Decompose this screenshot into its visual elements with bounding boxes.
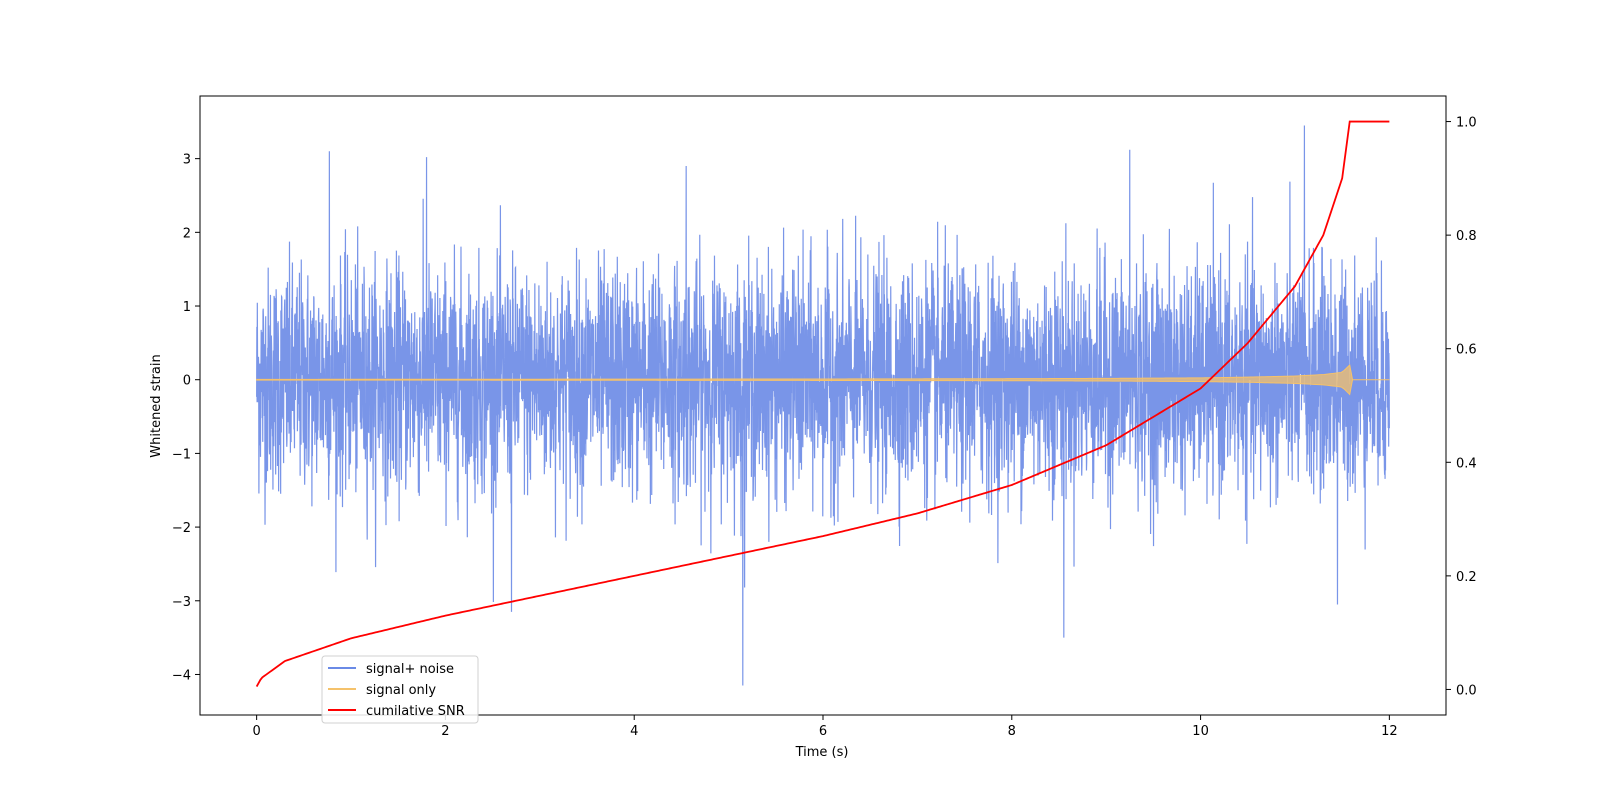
legend-label-snr: cumilative SNR xyxy=(366,704,465,719)
y2-tick-label-2: 0.4 xyxy=(1456,456,1477,471)
y2-tick-label-3: 0.6 xyxy=(1456,343,1477,358)
noise-layer xyxy=(256,125,1390,686)
x-tick-label-4: 8 xyxy=(1008,724,1016,739)
x-tick-label-6: 12 xyxy=(1381,724,1398,739)
y-tick-label-6: 2 xyxy=(183,226,191,241)
y-tick-label-1: −3 xyxy=(172,595,191,610)
snr-layer xyxy=(255,120,1390,688)
y-tick-label-5: 1 xyxy=(183,300,191,315)
x-axis-label: Time (s) xyxy=(795,745,849,760)
y-ticks: −4 −3 −2 −1 0 1 2 3 xyxy=(172,153,200,683)
y-tick-label-2: −2 xyxy=(172,521,191,536)
series-signal-only xyxy=(256,363,1390,396)
series-signal-noise xyxy=(256,125,1390,686)
series-cumilative-snr xyxy=(255,120,1390,688)
y2-ticks: 0.0 0.2 0.4 0.6 0.8 1.0 xyxy=(1446,116,1477,698)
legend-label-signal: signal only xyxy=(366,683,436,698)
x-tick-label-2: 4 xyxy=(630,724,638,739)
y2-tick-label-1: 0.2 xyxy=(1456,570,1477,585)
x-tick-label-1: 2 xyxy=(441,724,449,739)
x-tick-label-0: 0 xyxy=(252,724,260,739)
y-tick-label-4: 0 xyxy=(183,374,191,389)
y2-tick-label-5: 1.0 xyxy=(1456,116,1477,131)
y2-tick-label-0: 0.0 xyxy=(1456,683,1477,698)
legend-box xyxy=(321,655,479,724)
x-tick-label-3: 6 xyxy=(819,724,827,739)
signal-layer xyxy=(256,363,1390,396)
legend-label-noise: signal+ noise xyxy=(366,662,454,677)
x-tick-label-5: 10 xyxy=(1192,724,1209,739)
y-tick-label-3: −1 xyxy=(172,447,191,462)
y-tick-label-7: 3 xyxy=(183,153,191,168)
y-tick-label-0: −4 xyxy=(172,668,191,683)
y-axis-label: Whitened strain xyxy=(149,354,164,457)
legend: signal+ noise signal only cumilative SNR xyxy=(321,655,479,724)
y2-tick-label-4: 0.8 xyxy=(1456,229,1477,244)
